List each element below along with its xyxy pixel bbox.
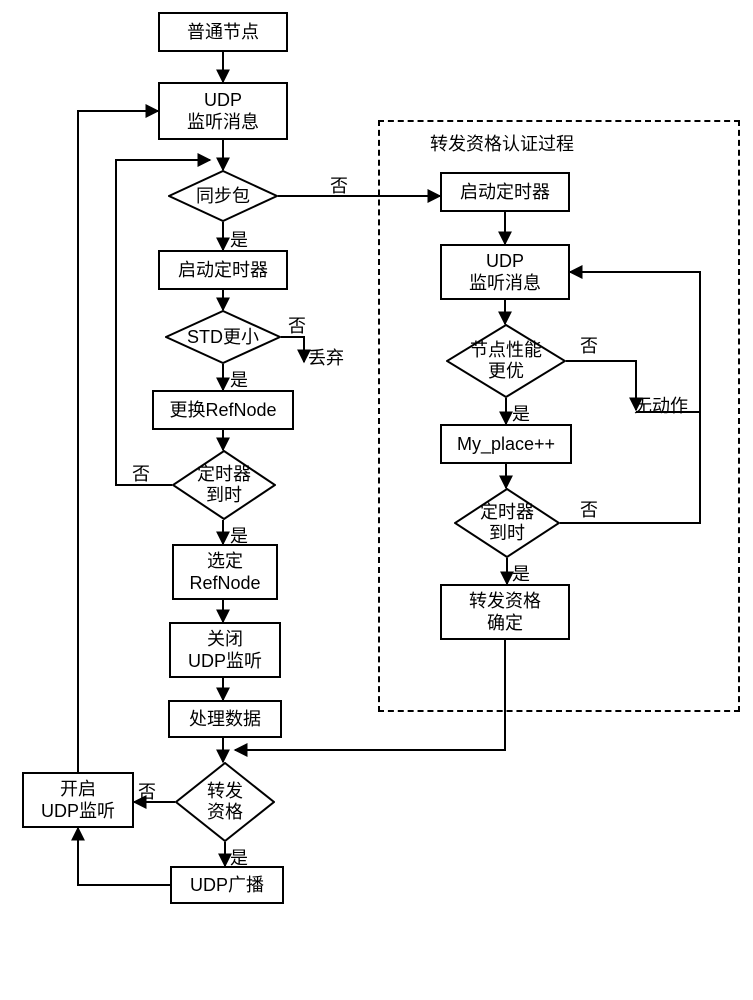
edge-label-timerL-yes: 是: [230, 522, 248, 548]
edges-layer: [0, 0, 753, 1000]
label: UDP广播: [190, 874, 264, 897]
diamond-sync-packet: 同步包: [168, 170, 278, 222]
label: STD更小: [187, 327, 259, 348]
label: 定时器到时: [197, 464, 251, 505]
edge-label-timerL-no: 否: [132, 460, 150, 486]
label: 更换RefNode: [169, 399, 276, 422]
node-udp-listen-top: UDP监听消息: [158, 82, 288, 140]
edge-label-std-yes: 是: [230, 366, 248, 392]
label: 转发资格确定: [469, 590, 541, 635]
diamond-node-performance: 节点性能更优: [446, 324, 566, 398]
diamond-forward-qualification: 转发资格: [175, 762, 275, 842]
label: 处理数据: [189, 708, 261, 731]
edge-label-perf-yes: 是: [512, 400, 530, 426]
node-start-timer-right: 启动定时器: [440, 172, 570, 212]
edge-label-no-action: 无动作: [634, 392, 688, 418]
label: 启动定时器: [460, 181, 550, 204]
node-process-data: 处理数据: [168, 700, 282, 738]
edge-label-std-no: 否: [288, 312, 306, 338]
edge-label-fwd-yes: 是: [230, 844, 248, 870]
node-ordinary: 普通节点: [158, 12, 288, 52]
label: 启动定时器: [178, 259, 268, 282]
label: 关闭UDP监听: [188, 628, 262, 673]
edge-label-sync-yes: 是: [230, 226, 248, 252]
label: My_place++: [457, 433, 555, 456]
label: 定时器到时: [480, 502, 534, 543]
label: 选定RefNode: [189, 550, 260, 595]
node-close-udp: 关闭UDP监听: [169, 622, 281, 678]
label: 转发资格: [207, 781, 243, 822]
edge-label-perf-no: 否: [580, 332, 598, 358]
diamond-timer-left: 定时器到时: [172, 450, 276, 520]
diamond-std-smaller: STD更小: [165, 310, 281, 364]
edge-label-timerR-yes: 是: [512, 560, 530, 586]
node-udp-listen-right: UDP监听消息: [440, 244, 570, 300]
edge-label-discard: 丢弃: [308, 344, 344, 370]
label: 普通节点: [187, 21, 259, 44]
node-open-udp: 开启UDP监听: [22, 772, 134, 828]
label: UDP监听消息: [469, 250, 541, 295]
label: UDP监听消息: [187, 89, 259, 134]
label: 同步包: [196, 186, 250, 207]
label: 节点性能更优: [470, 340, 542, 381]
node-udp-broadcast: UDP广播: [170, 866, 284, 904]
diamond-timer-right: 定时器到时: [454, 488, 560, 558]
label: 开启UDP监听: [41, 778, 115, 823]
node-replace-refnode: 更换RefNode: [152, 390, 294, 430]
edge-label-timerR-no: 否: [580, 496, 598, 522]
node-select-refnode: 选定RefNode: [172, 544, 278, 600]
edge-label-fwd-no: 否: [138, 778, 156, 804]
node-start-timer-left: 启动定时器: [158, 250, 288, 290]
edge-label-sync-no: 否: [330, 172, 348, 198]
node-my-place: My_place++: [440, 424, 572, 464]
node-forward-determined: 转发资格确定: [440, 584, 570, 640]
